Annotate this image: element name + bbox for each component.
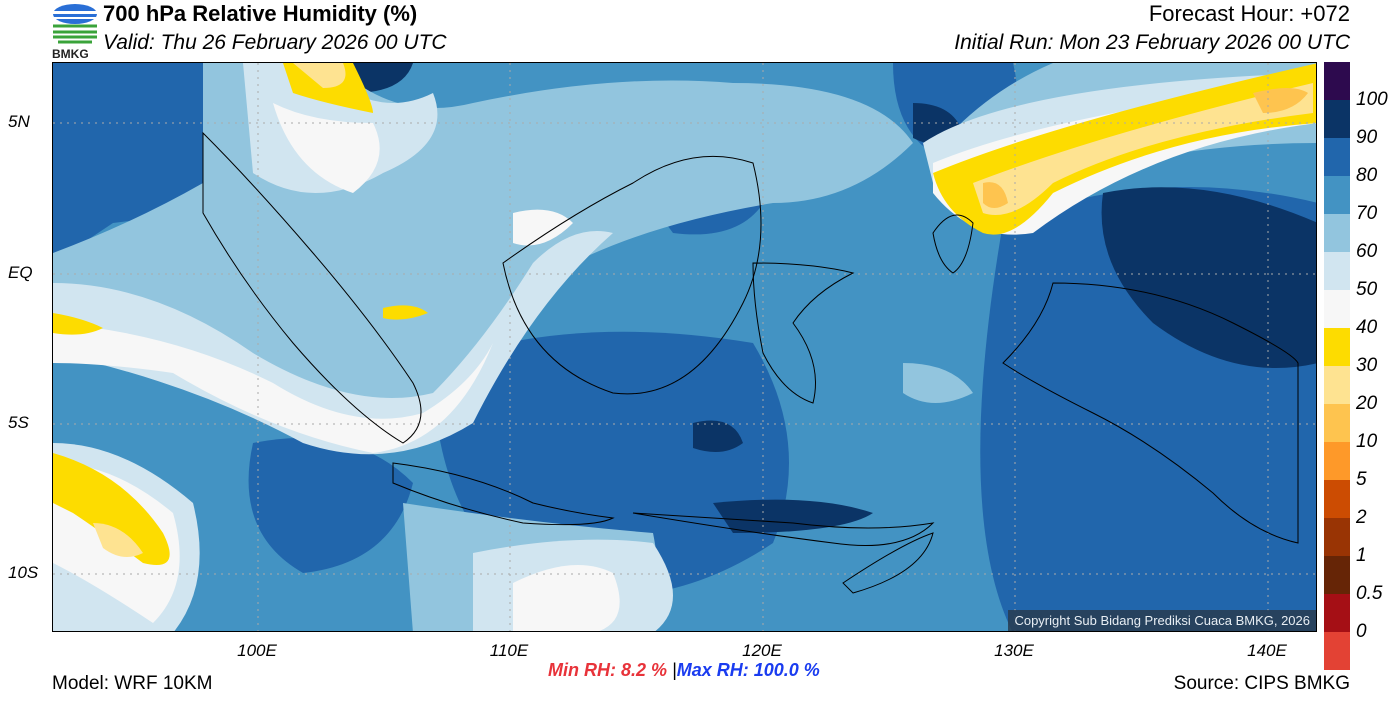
initial-run: Initial Run: Mon 23 February 2026 00 UTC	[954, 31, 1350, 54]
colorbar-label: 30	[1356, 355, 1378, 376]
colorbar-bin	[1324, 480, 1350, 518]
lon-tick: 120E	[742, 641, 782, 660]
source-label: Source: CIPS BMKG	[1173, 673, 1350, 694]
colorbar-bin	[1324, 138, 1350, 176]
min-rh: Min RH: 8.2 %	[548, 660, 668, 680]
colorbar-bin	[1324, 290, 1350, 328]
colorbar-label: 40	[1356, 317, 1378, 338]
logo-text: BMKG	[52, 47, 89, 61]
valid-time: Valid: Thu 26 February 2026 00 UTC	[103, 31, 447, 54]
colorbar-label: 2	[1356, 507, 1367, 528]
colorbar-label: 20	[1356, 393, 1378, 414]
colorbar-bin	[1324, 632, 1350, 670]
colorbar-bin	[1324, 518, 1350, 556]
rh-20-30-zone	[93, 63, 1313, 557]
coastlines	[202, 131, 1299, 594]
colorbar-label: 100	[1356, 89, 1388, 110]
colorbar-bin	[1324, 176, 1350, 214]
max-rh: Max RH: 100.0 %	[676, 660, 820, 680]
lat-tick: 10S	[8, 563, 39, 582]
colorbar-bin	[1324, 594, 1350, 632]
colorbar-bin	[1324, 556, 1350, 594]
bmkg-logo	[53, 4, 97, 44]
lon-tick: 130E	[994, 641, 1034, 660]
forecast-hour: Forecast Hour: +072	[1148, 1, 1350, 26]
colorbar-bin	[1324, 214, 1350, 252]
lon-tick: 140E	[1247, 641, 1287, 660]
colorbar	[1324, 62, 1350, 670]
colorbar-bin	[1324, 366, 1350, 404]
colorbar-bin	[1324, 100, 1350, 138]
colorbar-bin	[1324, 252, 1350, 290]
colorbar-bin	[1324, 62, 1350, 100]
model-label: Model: WRF 10KM	[52, 673, 213, 694]
gridlines	[53, 63, 1316, 631]
rh-stats: Min RH: 8.2 % |Max RH: 100.0 %	[548, 660, 820, 681]
colorbar-label: 10	[1356, 431, 1378, 452]
lat-tick: 5S	[8, 413, 29, 432]
separator: |	[672, 660, 677, 680]
colorbar-label: 60	[1356, 241, 1378, 262]
colorbar-bin	[1324, 328, 1350, 366]
colorbar-label: 0.5	[1356, 583, 1383, 604]
colorbar-label: 90	[1356, 127, 1378, 148]
copyright-notice: Copyright Sub Bidang Prediksi Cuaca BMKG…	[1008, 610, 1316, 631]
colorbar-label: 50	[1356, 279, 1378, 300]
chart-title: 700 hPa Relative Humidity (%)	[103, 1, 418, 26]
rh-10-20-zone	[983, 88, 1308, 208]
colorbar-label: 70	[1356, 203, 1378, 224]
colorbar-bin	[1324, 404, 1350, 442]
humidity-field	[53, 63, 1316, 631]
colorbar-label: 80	[1356, 165, 1378, 186]
humidity-map	[52, 62, 1317, 632]
lat-tick: 5N	[8, 112, 30, 131]
lat-tick: EQ	[8, 263, 33, 282]
lon-tick: 110E	[489, 641, 529, 660]
colorbar-label: 1	[1356, 545, 1367, 566]
colorbar-label: 0	[1356, 621, 1367, 642]
colorbar-label: 5	[1356, 469, 1367, 490]
lon-tick: 100E	[237, 641, 277, 660]
colorbar-bin	[1324, 442, 1350, 480]
